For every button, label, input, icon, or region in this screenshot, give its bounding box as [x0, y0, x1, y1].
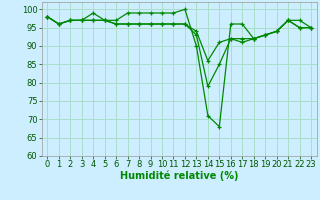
X-axis label: Humidité relative (%): Humidité relative (%)	[120, 171, 238, 181]
